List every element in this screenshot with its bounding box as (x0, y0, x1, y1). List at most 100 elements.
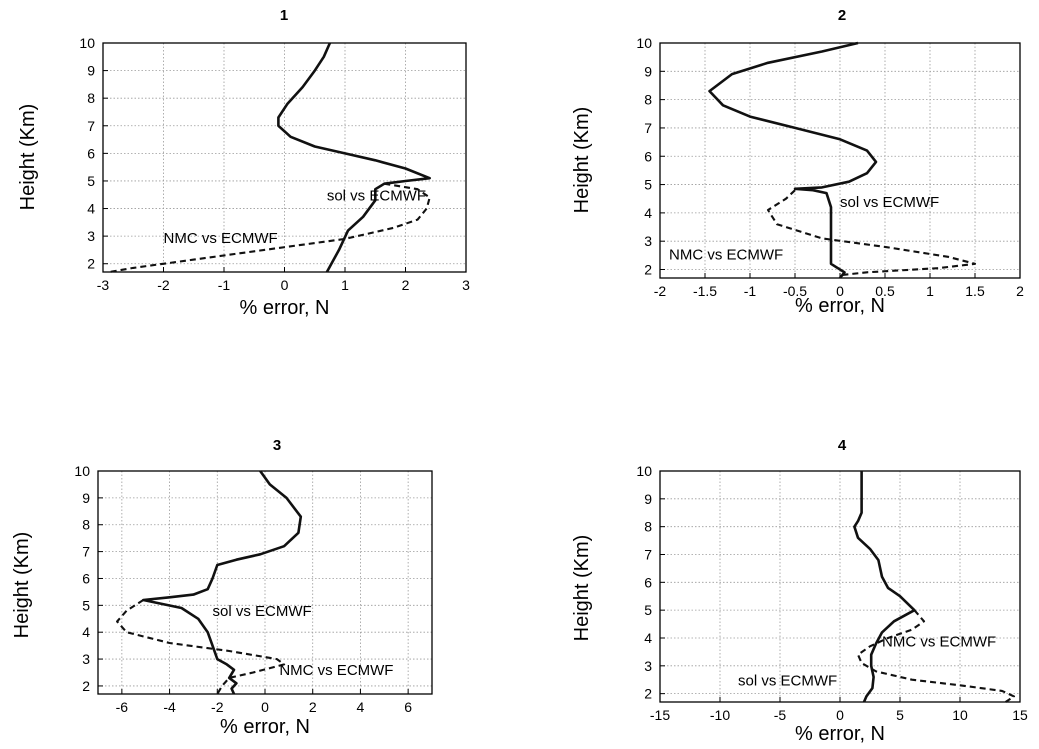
y-axis-label: Height (Km) (571, 107, 593, 214)
x-tick-label: -0.5 (783, 283, 807, 299)
y-tick-label: 3 (644, 233, 652, 249)
y-tick-label: 3 (87, 228, 95, 244)
x-tick-label: 0 (836, 283, 844, 299)
y-tick-label: 2 (644, 262, 652, 278)
series-line-solid (708, 41, 878, 279)
x-tick-label: 10 (952, 707, 968, 723)
y-tick-label: 5 (644, 602, 652, 618)
y-tick-label: 4 (87, 201, 95, 217)
y-tick-label: 7 (644, 546, 652, 562)
x-tick-label: 3 (462, 277, 470, 293)
y-tick-label: 8 (644, 519, 652, 535)
x-tick-label: 0 (281, 277, 289, 293)
y-tick-label: 6 (87, 145, 95, 161)
y-tick-label: 4 (82, 624, 90, 640)
y-tick-label: 2 (87, 256, 95, 272)
x-tick-label: -2 (654, 283, 667, 299)
series-line-dashed (766, 189, 977, 278)
chart-panel-2: -2 -1.5 -1 -0.5 0 0.5 1 1.5 2 2 3 4 5 6 7 8 9 10 sol vs EC… (571, 7, 1024, 317)
x-tick-label: -2 (211, 699, 224, 715)
x-tick-label: 2 (1016, 283, 1024, 299)
x-axis-label: % error, N (795, 295, 885, 317)
y-tick-label: 2 (82, 678, 90, 694)
y-tick-label: 9 (82, 490, 90, 506)
y-tick-label: 4 (644, 205, 652, 221)
y-axis-label: Height (Km) (17, 104, 39, 211)
x-tick-label: 4 (357, 699, 365, 715)
y-axis-label: Height (Km) (11, 532, 33, 639)
y-tick-label: 9 (644, 491, 652, 507)
x-tick-label: -6 (116, 699, 129, 715)
x-axis-label: % error, N (220, 716, 310, 738)
x-tick-label: -2 (157, 277, 170, 293)
x-tick-label: 1 (341, 277, 349, 293)
chart-title: 3 (273, 437, 281, 454)
y-tick-label: 7 (87, 118, 95, 134)
x-tick-label: 0 (261, 699, 269, 715)
x-tick-label: -4 (163, 699, 176, 715)
series-annotation: NMC vs ECMWF (164, 230, 278, 247)
x-tick-label: 0 (836, 707, 844, 723)
x-tick-label: -15 (650, 707, 670, 723)
y-tick-label: 10 (636, 463, 652, 479)
y-tick-label: 8 (644, 92, 652, 108)
y-tick-label: 6 (644, 148, 652, 164)
x-axis-label: % error, N (239, 297, 329, 319)
y-tick-label: 9 (644, 63, 652, 79)
series-line-solid (277, 42, 431, 273)
x-tick-label: 5 (896, 707, 904, 723)
x-tick-label: 2 (309, 699, 317, 715)
y-tick-label: 4 (644, 630, 652, 646)
y-tick-label: 3 (644, 658, 652, 674)
chart-panel-3: -6 -4 -2 0 2 4 6 2 3 4 5 6 7 8 9 10 sol vs ECMWF NMC vs E… (11, 437, 433, 738)
series-annotation: NMC vs ECMWF (279, 662, 393, 679)
y-tick-label: 5 (87, 173, 95, 189)
x-tick-label: 2 (402, 277, 410, 293)
series-annotation: sol vs ECMWF (327, 187, 426, 204)
series-annotation: sol vs ECMWF (738, 672, 837, 689)
series-annotation: sol vs ECMWF (213, 603, 312, 620)
series-line-dashed (108, 182, 431, 274)
chart-panel-4: -15 -10 -5 0 5 10 15 2 3 4 5 6 7 8 9 10 NMC vs ECMWF sol … (571, 437, 1028, 745)
series-line-solid (142, 470, 303, 695)
y-tick-label: 5 (82, 597, 90, 613)
series-annotation: NMC vs ECMWF (882, 633, 996, 650)
x-tick-label: 1 (926, 283, 934, 299)
chart-title: 4 (838, 437, 847, 454)
series-annotation: NMC vs ECMWF (669, 247, 783, 264)
series-line-dashed (116, 599, 286, 695)
y-tick-label: 9 (87, 63, 95, 79)
y-tick-label: 10 (74, 463, 90, 479)
series-annotation: sol vs ECMWF (840, 194, 939, 211)
x-tick-label: -5 (774, 707, 787, 723)
y-tick-label: 2 (644, 686, 652, 702)
series-line-solid (853, 471, 916, 703)
y-tick-label: 6 (82, 570, 90, 586)
chart-panel-1: -3 -2 -1 0 1 2 3 2 3 4 5 6 7 8 9 10 sol vs ECMWF NMC vs E… (17, 7, 470, 319)
x-axis-label: % error, N (795, 723, 885, 745)
chart-title: 1 (280, 7, 288, 24)
y-tick-label: 7 (644, 120, 652, 136)
y-tick-label: 6 (644, 574, 652, 590)
x-tick-label: -1 (218, 277, 231, 293)
y-tick-label: 7 (82, 544, 90, 560)
x-tick-label: -1 (744, 283, 757, 299)
chart-title: 2 (838, 7, 846, 24)
y-tick-label: 8 (87, 90, 95, 106)
x-tick-label: -1.5 (693, 283, 717, 299)
x-tick-label: 1.5 (965, 283, 985, 299)
plot-frame (102, 42, 467, 273)
y-axis-label: Height (Km) (571, 535, 593, 642)
y-tick-label: 8 (82, 517, 90, 533)
x-tick-label: 15 (1012, 707, 1028, 723)
series-line-dashed (856, 609, 1016, 703)
y-tick-label: 10 (79, 35, 95, 51)
y-tick-label: 5 (644, 177, 652, 193)
y-tick-label: 3 (82, 651, 90, 667)
x-tick-label: 0.5 (875, 283, 895, 299)
x-tick-label: -10 (710, 707, 730, 723)
x-tick-label: -3 (97, 277, 110, 293)
y-tick-label: 10 (636, 35, 652, 51)
x-tick-label: 6 (404, 699, 412, 715)
